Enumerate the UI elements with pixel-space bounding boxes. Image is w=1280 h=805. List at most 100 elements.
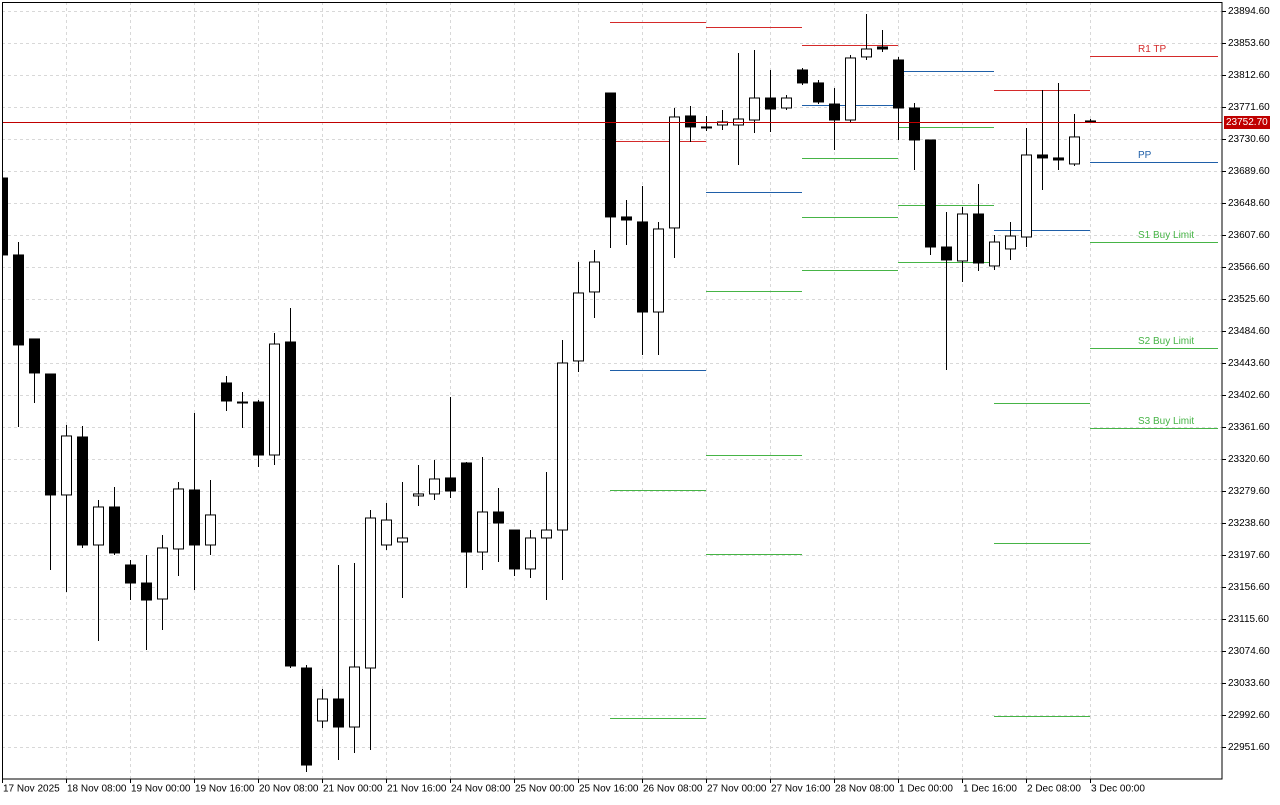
candle-body (1053, 157, 1064, 161)
candle-body (797, 69, 808, 84)
x-tick-label: 27 Nov 16:00 (771, 784, 831, 795)
y-tick-label: 23033.60 (1228, 678, 1270, 689)
candle-body (141, 582, 152, 601)
candle-body (957, 213, 968, 262)
x-tick-label: 18 Nov 08:00 (67, 784, 127, 795)
candle-body (205, 514, 216, 546)
x-tick-label: 25 Nov 00:00 (515, 784, 575, 795)
candle-body (461, 462, 472, 553)
candle-body (925, 139, 936, 248)
candle-body (973, 213, 984, 264)
candle-body (893, 59, 904, 109)
y-tick-label: 23320.60 (1228, 454, 1270, 465)
x-tick-label: 3 Dec 00:00 (1091, 784, 1145, 795)
candle-body (77, 436, 88, 546)
candle-body (781, 97, 792, 109)
candle-body (413, 493, 424, 497)
x-tick-label: 25 Nov 16:00 (579, 784, 639, 795)
y-tick-label: 23894.60 (1228, 6, 1270, 17)
x-tick-label: 21 Nov 16:00 (387, 784, 447, 795)
candle-body (301, 667, 312, 766)
candle-body (429, 478, 440, 495)
y-tick-label: 23484.60 (1228, 326, 1270, 337)
price-label: 23752.70 (1226, 117, 1268, 128)
candle-body (877, 46, 888, 50)
plot-frame (2, 2, 1223, 780)
x-tick-label: 28 Nov 08:00 (835, 784, 895, 795)
candle-body (653, 228, 664, 313)
level-label: S2 Buy Limit (1138, 336, 1194, 347)
candle-body (397, 537, 408, 543)
candle-body (493, 511, 504, 524)
x-tick-label: 27 Nov 00:00 (707, 784, 767, 795)
candle-body (285, 341, 296, 667)
y-tick-label: 23443.60 (1228, 358, 1270, 369)
candle-body (829, 103, 840, 121)
candle-body (813, 82, 824, 103)
candle-body (1021, 154, 1032, 238)
candle-body (669, 116, 680, 229)
candle-body (573, 292, 584, 362)
y-tick-label: 23853.60 (1228, 38, 1270, 49)
candle-body (221, 382, 232, 402)
candle-body (685, 115, 696, 128)
x-tick-label: 24 Nov 08:00 (451, 784, 511, 795)
candle-body (477, 511, 488, 553)
candle-body (909, 107, 920, 141)
plot-area (2, 13, 1222, 772)
x-tick-label: 19 Nov 00:00 (131, 784, 191, 795)
candle-body (109, 506, 120, 554)
y-tick-label: 23238.60 (1228, 518, 1270, 529)
candle-body (269, 343, 280, 456)
candle-body (61, 435, 72, 496)
y-tick-label: 23689.60 (1228, 166, 1270, 177)
candle-body (365, 517, 376, 669)
x-tick-label: 17 Nov 2025 (3, 784, 60, 795)
y-tick-label: 23156.60 (1228, 582, 1270, 593)
y-tick-label: 23607.60 (1228, 230, 1270, 241)
candle-body (941, 246, 952, 261)
candle-body (509, 529, 520, 570)
axes: 23894.60 23853.60 23812.60 23771.60 23730.60… (2, 2, 1270, 795)
grid (2, 2, 1222, 779)
candle-body (157, 547, 168, 600)
y-tick-label: 23361.60 (1228, 422, 1270, 433)
candle-body (445, 477, 456, 492)
candle-body (557, 362, 568, 531)
x-tick-label: 1 Dec 00:00 (899, 784, 953, 795)
level-label: R1 TP (1138, 44, 1166, 55)
y-tick-label: 23197.60 (1228, 550, 1270, 561)
y-tick-label: 23771.60 (1228, 102, 1270, 113)
candle-body (989, 241, 1000, 267)
level-label: PP (1138, 150, 1152, 161)
y-tick-label: 23525.60 (1228, 294, 1270, 305)
candle-body (701, 126, 712, 129)
candle-body (589, 261, 600, 293)
y-tick-label: 23730.60 (1228, 134, 1270, 145)
candle-body (717, 121, 728, 126)
candle-body (253, 401, 264, 456)
candle-body (765, 97, 776, 110)
candle-body (1085, 120, 1096, 123)
x-tick-label: 20 Nov 08:00 (259, 784, 319, 795)
candle-body (29, 338, 40, 374)
level-label: S3 Buy Limit (1138, 416, 1194, 427)
y-tick-label: 22992.60 (1228, 710, 1270, 721)
candle-body (749, 97, 760, 121)
candle-body (93, 506, 104, 546)
candle-body (317, 698, 328, 722)
price-label-box (1224, 116, 1270, 129)
candle-body (237, 401, 248, 404)
candle-body (125, 564, 136, 584)
y-tick-label: 22951.60 (1228, 742, 1270, 753)
candle-body (605, 92, 616, 218)
candle-body (541, 529, 552, 539)
level-label: S1 Buy Limit (1138, 230, 1194, 241)
candle-body (1005, 235, 1016, 250)
x-tick-label: 2 Dec 08:00 (1027, 784, 1081, 795)
candle-body (525, 537, 536, 570)
candle-body (45, 373, 56, 496)
y-tick-label: 23279.60 (1228, 486, 1270, 497)
